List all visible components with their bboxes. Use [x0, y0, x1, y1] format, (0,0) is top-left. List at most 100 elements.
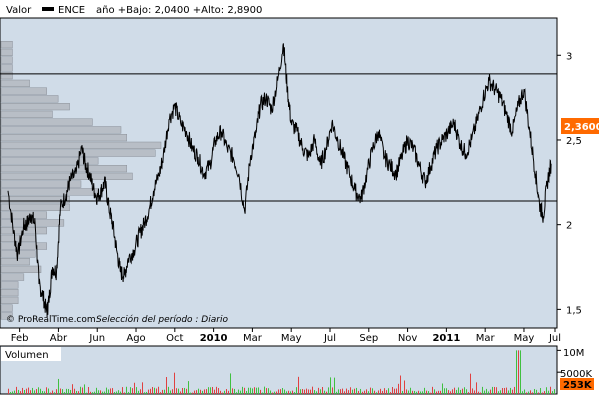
profile-bar [0, 242, 47, 250]
volume-bar [458, 387, 459, 394]
volume-bar [106, 387, 107, 394]
volume-bar [268, 388, 269, 394]
volume-bar [68, 388, 69, 394]
profile-bar [0, 72, 13, 80]
volume-bar [470, 373, 471, 394]
volume-bar [270, 390, 271, 394]
volume-bar [118, 390, 119, 394]
volume-bar [314, 390, 315, 394]
volume-bar [66, 388, 67, 394]
last-price-badge: 2,3600 [561, 118, 600, 134]
profile-bar [0, 265, 42, 273]
volume-title: Volumen [5, 350, 49, 361]
volume-bar [448, 390, 449, 394]
profile-bar [0, 48, 13, 56]
volume-bar [454, 387, 455, 394]
volume-bar [452, 389, 453, 394]
volume-bar [422, 391, 423, 394]
volume-bar [24, 389, 25, 394]
volume-bar [266, 388, 267, 394]
volume-bar [508, 390, 509, 394]
header-bar [0, 0, 600, 18]
volume-bar [280, 389, 281, 394]
volume-bar [100, 390, 101, 394]
x-tick-label: Oct [166, 333, 183, 344]
volume-bar [190, 392, 191, 394]
volume-bar [290, 391, 291, 394]
volume-last-badge-text: 253K [563, 380, 593, 391]
volume-bar [110, 388, 111, 394]
volume-bar [154, 387, 155, 394]
profile-bar [0, 196, 70, 204]
volume-bar [352, 389, 353, 394]
volume-bar [244, 387, 245, 394]
volume-bar [418, 390, 419, 394]
volume-bar [322, 387, 323, 394]
volume-bar [14, 390, 15, 394]
x-tick-label: 2011 [432, 333, 460, 344]
volume-bar [368, 391, 369, 394]
volume-bar [376, 392, 377, 394]
volume-bar [84, 384, 85, 394]
profile-bar [0, 296, 19, 304]
volume-bar [378, 390, 379, 394]
volume-bar [284, 389, 285, 394]
volume-bar [182, 388, 183, 394]
profile-bar [0, 180, 82, 188]
volume-bar [340, 389, 341, 394]
volume-bar [326, 391, 327, 394]
y-tick-label: 3 [566, 51, 572, 62]
volume-bar [94, 391, 95, 394]
volume-bar [28, 387, 29, 394]
volume-bar [134, 382, 135, 394]
volume-bar [102, 391, 103, 394]
volume-bar [40, 388, 41, 394]
volume-bar [70, 389, 71, 394]
volume-bar [332, 387, 333, 394]
volume-bar [172, 389, 173, 394]
volume-bar [80, 386, 81, 394]
volume-bar [198, 388, 199, 394]
volume-bar [420, 391, 421, 394]
volume-bar [334, 377, 335, 394]
x-tick-label: 2010 [200, 333, 228, 344]
volume-tick-10m: 10M [563, 348, 584, 359]
volume-bar [186, 388, 187, 394]
volume-bar [360, 388, 361, 394]
volume-bar [16, 386, 17, 394]
volume-bar [122, 387, 123, 394]
volume-bar [354, 388, 355, 394]
volume-bar [388, 388, 389, 394]
profile-bar [0, 87, 47, 95]
volume-bar [140, 389, 141, 394]
volume-bar [328, 387, 329, 394]
watermark-brand: © ProRealTime.com [6, 315, 96, 325]
volume-bar [88, 387, 89, 394]
profile-bar [0, 56, 13, 64]
volume-bar [502, 388, 503, 394]
volume-title-box [1, 347, 61, 361]
price-x-axis: Feb Abr Jun Ago Oct 2010 Mar May Jul Sep Nov 2011 Ma… [11, 328, 561, 344]
volume-bar [414, 390, 415, 394]
volume-bar [50, 392, 51, 394]
volume-bar [362, 391, 363, 394]
volume-bar [168, 386, 169, 394]
volume-bar [114, 392, 115, 394]
volume-bar [240, 390, 241, 394]
profile-bar [0, 41, 13, 49]
volume-bar [542, 392, 543, 394]
volume-bar [18, 389, 19, 394]
volume-bar [206, 389, 207, 394]
volume-bar [300, 389, 301, 394]
volume-bar [490, 389, 491, 394]
volume-bar [512, 389, 513, 394]
volume-bar [162, 389, 163, 394]
volume-bar [308, 389, 309, 394]
volume-bar [434, 389, 435, 394]
volume-bar [254, 387, 255, 394]
volume-bar [196, 390, 197, 394]
watermark-period: Selección del período : Diario [96, 314, 228, 325]
volume-bar [474, 390, 475, 394]
profile-bar [0, 79, 30, 87]
volume-bar [264, 386, 265, 394]
